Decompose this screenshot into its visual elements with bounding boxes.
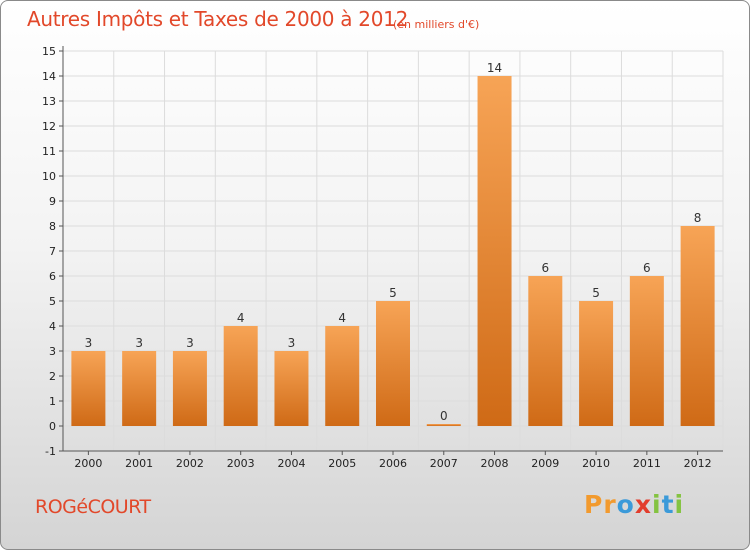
logo-letter: t: [661, 490, 675, 519]
x-tick-label-2005: 2005: [328, 457, 356, 470]
y-tick-label: 5: [49, 295, 56, 308]
y-tick-label: 9: [49, 195, 56, 208]
x-tick-label-2001: 2001: [125, 457, 153, 470]
value-label-2012: 8: [694, 211, 702, 225]
x-tick-label-2008: 2008: [481, 457, 509, 470]
y-tick-label: 13: [42, 95, 56, 108]
bar-2000: [71, 351, 106, 426]
y-tick-label: 14: [42, 70, 56, 83]
value-label-2004: 3: [288, 336, 296, 350]
y-tick-label: 11: [42, 145, 56, 158]
bar-2005: [325, 326, 360, 426]
y-tick-label: 6: [49, 270, 56, 283]
value-label-2002: 3: [186, 336, 194, 350]
logo-letter: x: [634, 490, 652, 519]
chart-subtitle: (en milliers d'€): [393, 18, 480, 31]
y-tick-label: 7: [49, 245, 56, 258]
value-label-2011: 6: [643, 261, 651, 275]
bar-2004: [274, 351, 309, 426]
x-tick-label-2007: 2007: [430, 457, 458, 470]
proxiti-logo: Proxiti: [584, 490, 684, 519]
value-label-2010: 5: [592, 286, 600, 300]
y-tick-label: -1: [45, 445, 56, 458]
bar-2006: [376, 301, 410, 426]
value-label-2000: 3: [85, 336, 93, 350]
bar-2001: [122, 351, 157, 426]
bar-2012: [680, 226, 715, 426]
x-tick-label-2012: 2012: [684, 457, 712, 470]
value-label-2009: 6: [541, 261, 549, 275]
x-tick-label-2010: 2010: [582, 457, 610, 470]
value-label-2007: 0: [440, 409, 448, 423]
y-tick-label: 3: [49, 345, 56, 358]
x-tick-label-2002: 2002: [176, 457, 204, 470]
chart-title: Autres Impôts et Taxes de 2000 à 2012: [27, 7, 408, 31]
x-tick-label-2004: 2004: [277, 457, 305, 470]
bar-2008: [477, 76, 512, 426]
y-tick-label: 1: [49, 395, 56, 408]
bar-2002: [172, 351, 207, 426]
logo-letter: o: [616, 490, 635, 519]
bar-2003: [223, 326, 258, 426]
value-label-2003: 4: [237, 311, 245, 325]
y-tick-label: 4: [49, 320, 56, 333]
x-tick-label-2006: 2006: [379, 457, 407, 470]
bar-2010: [579, 301, 614, 426]
y-tick-label: 15: [42, 45, 56, 58]
bar-2009: [528, 276, 563, 426]
y-tick-label: 2: [49, 370, 56, 383]
logo-letter: r: [603, 490, 617, 519]
value-label-2008: 14: [487, 61, 502, 75]
x-tick-label-2011: 2011: [633, 457, 661, 470]
value-label-2005: 4: [338, 311, 346, 325]
value-label-2001: 3: [135, 336, 143, 350]
value-label-2006: 5: [389, 286, 397, 300]
y-tick-label: 8: [49, 220, 56, 233]
y-tick-label: 0: [49, 420, 56, 433]
logo-letter: P: [584, 490, 604, 519]
commune-name: ROGéCOURT: [35, 496, 151, 518]
x-tick-label-2009: 2009: [531, 457, 559, 470]
x-tick-label-2000: 2000: [74, 457, 102, 470]
bar-2011: [629, 276, 664, 426]
x-tick-label-2003: 2003: [227, 457, 255, 470]
y-tick-label: 10: [42, 170, 56, 183]
logo-letter: i: [652, 490, 662, 519]
logo-letter: i: [674, 490, 685, 519]
bar-2007: [426, 424, 461, 426]
y-tick-label: 12: [42, 120, 56, 133]
